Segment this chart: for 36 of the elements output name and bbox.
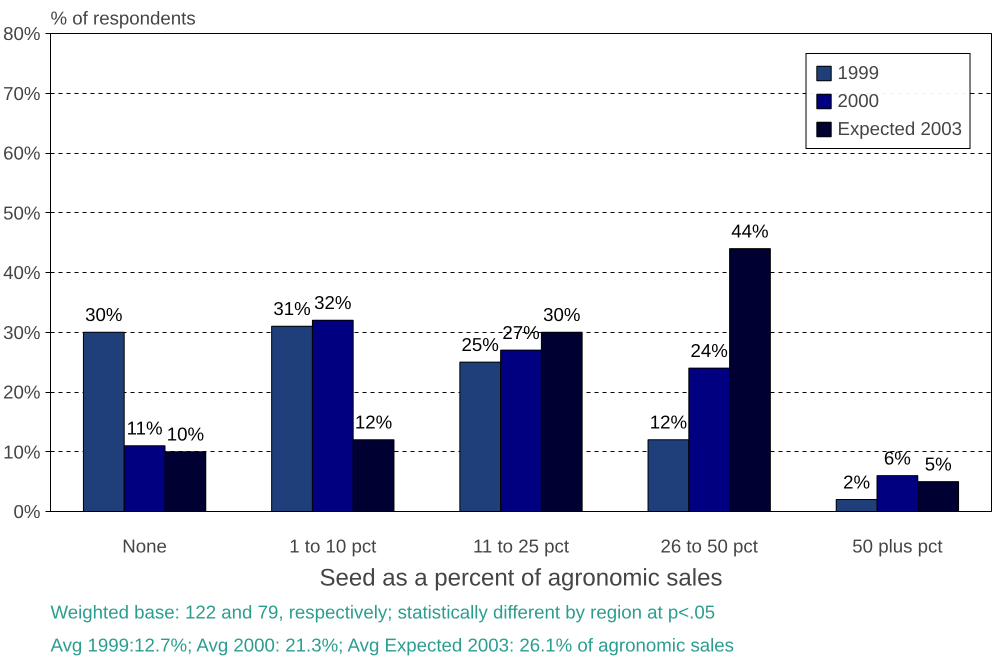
y-tick-label: 60% [3,142,41,164]
data-label: 11% [126,418,163,439]
data-label: 44% [731,220,769,242]
legend-label: 1999 [838,62,880,84]
data-label: 25% [462,334,499,355]
legend-label: Expected 2003 [838,118,962,140]
y-tick-label: 30% [3,322,41,343]
legend-label: 2000 [838,90,880,112]
data-label: 6% [884,447,911,468]
data-label: 5% [924,453,952,474]
y-tick-label: 80% [3,23,41,44]
data-label: 12% [650,412,688,433]
y-tick-label: 70% [3,82,41,104]
data-label: 2% [843,471,870,492]
text: Avg 1999:12.7%; Avg 2000: 21.3%; Avg Expected 2003: 26.1% of agronomic sales [50,634,734,656]
y-axis-title: % of respondents [50,8,196,28]
y-tick-label: 50% [3,202,41,224]
x-tick-label: None [122,536,167,556]
data-label: 30% [85,304,122,326]
y-tick-label: 0% [14,501,41,522]
x-tick-label: 50 plus pct [852,536,944,556]
data-label: 27% [502,322,540,344]
data-label: 12% [354,412,392,433]
y-tick-label: 10% [3,441,41,462]
x-tick-label: 26 to 50 pct [660,536,759,556]
data-label: 30% [543,304,580,326]
data-label: 24% [690,340,728,361]
x-tick-label: 11 to 25 pct [472,536,570,556]
y-tick-label: 20% [3,382,41,402]
data-label: 32% [314,292,352,314]
y-tick-label: 40% [3,262,41,283]
text: Weighted base: 122 and 79, respectively; statistically different by region at p<.05 [50,602,716,622]
x-tick-label: 1 to 10 pct [289,536,378,556]
x-axis-title: Seed as a percent of agronomic sales [320,564,722,592]
data-label: 31% [273,298,311,320]
data-label: 10% [166,424,204,445]
